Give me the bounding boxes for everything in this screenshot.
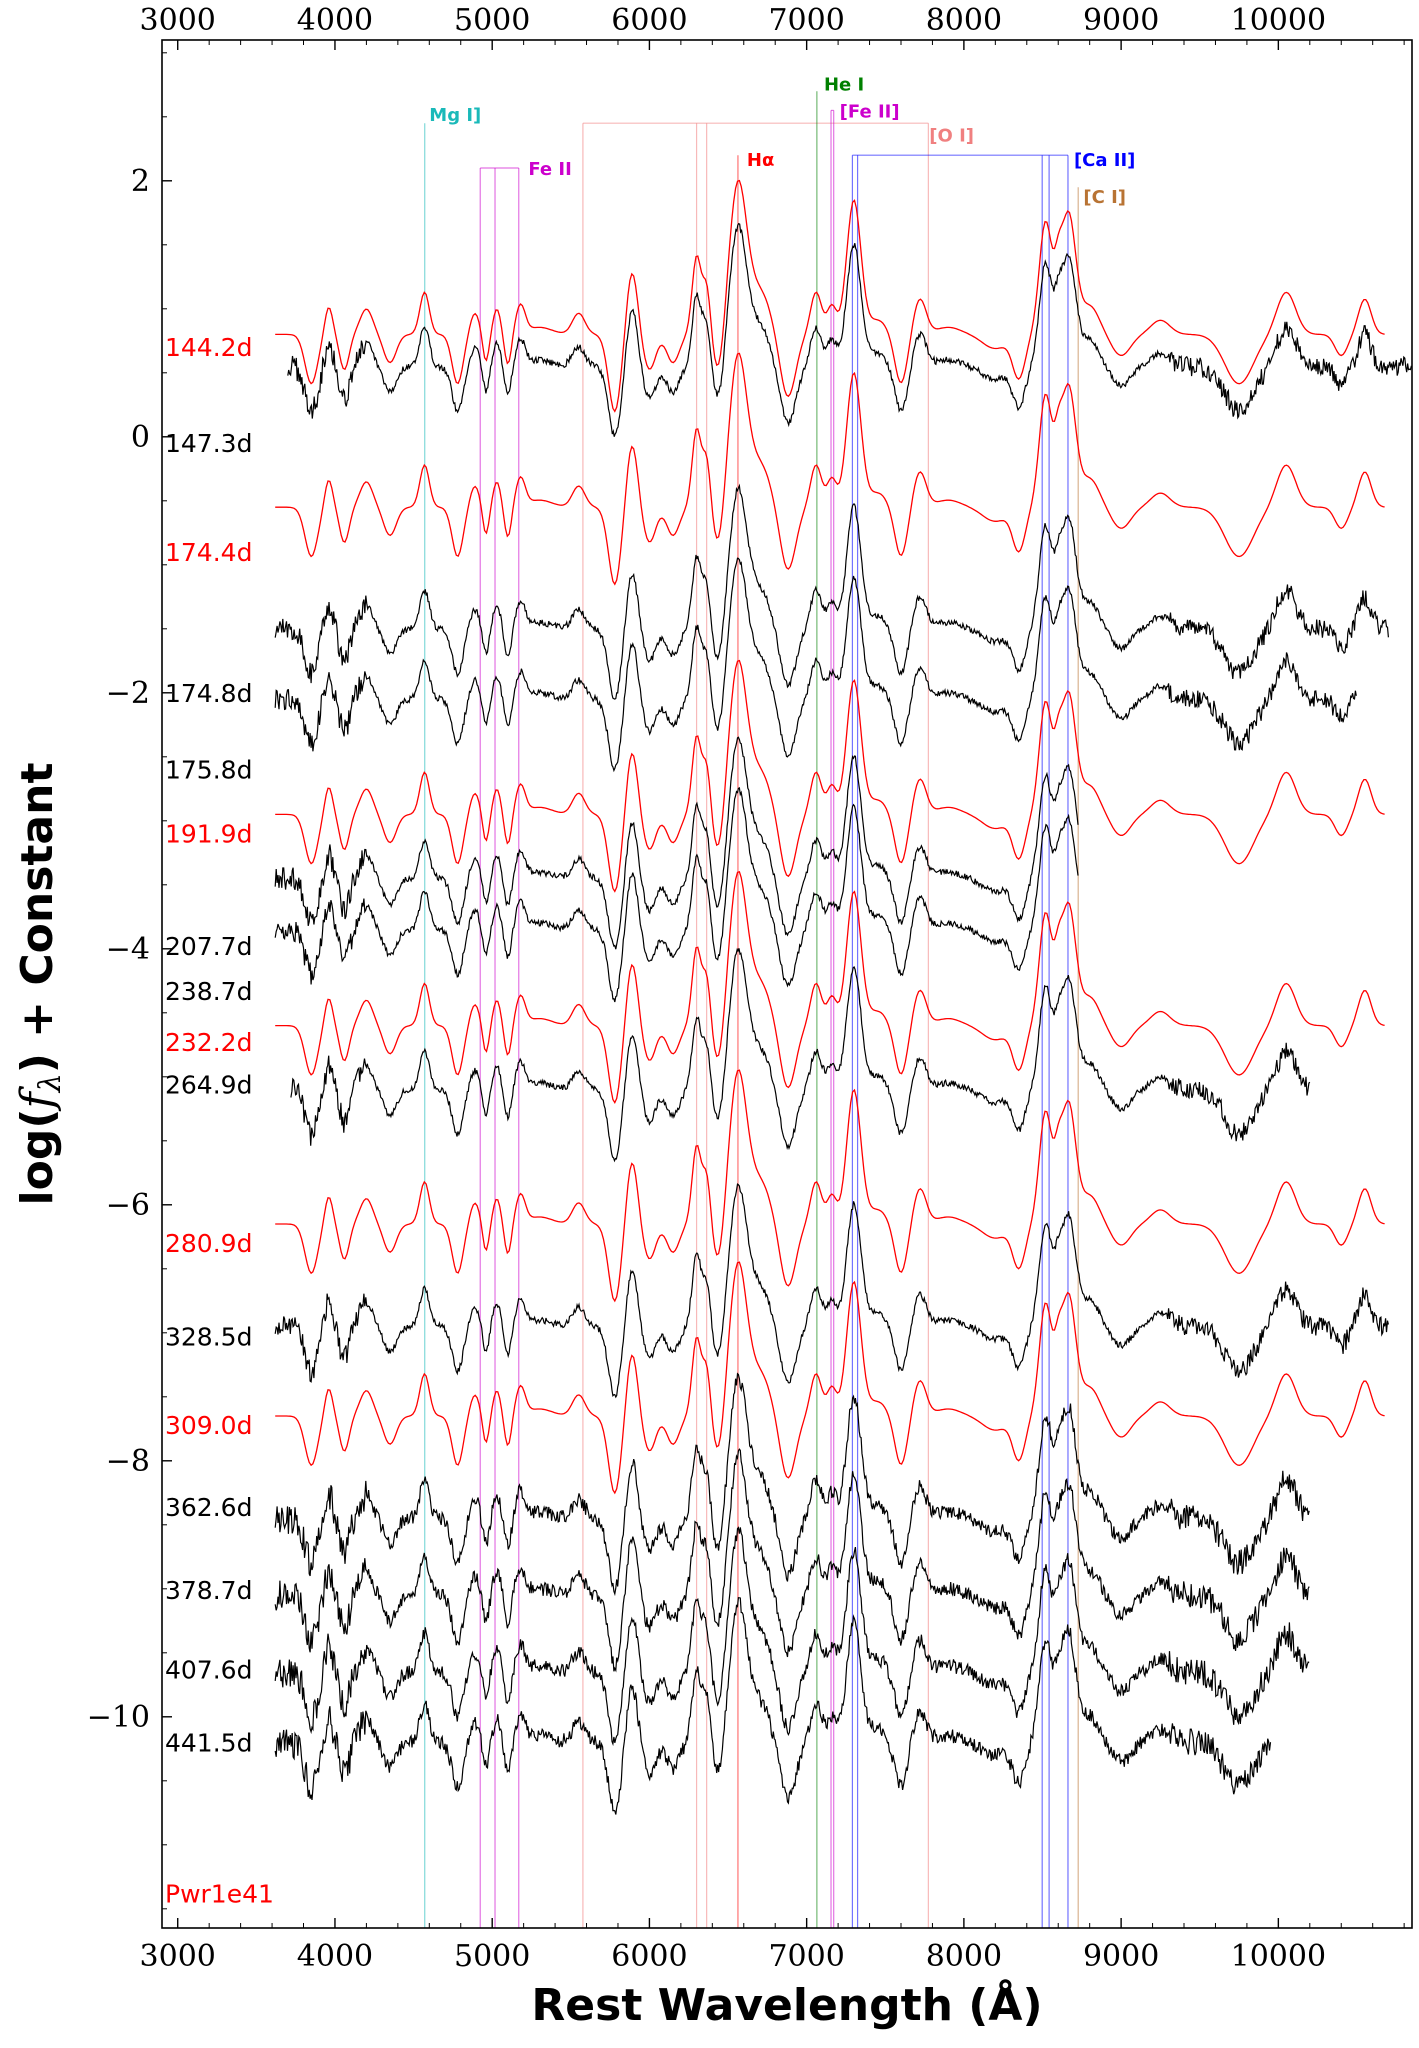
x-tick-label-bottom: 6000: [611, 1939, 687, 1974]
spectrum-280.9d: [275, 1069, 1385, 1303]
line-id-label: [O I]: [929, 126, 974, 147]
line-id-label: He I: [824, 75, 864, 96]
spectrum-label: 264.9d: [165, 1070, 252, 1099]
x-tick-label-top: 9000: [1083, 3, 1159, 38]
spectrum-407.6d: [274, 1526, 1310, 1747]
spectrum-441.5d: [274, 1597, 1272, 1815]
spectrum-label: 280.9d: [165, 1229, 252, 1258]
y-axis-label: log(fλ) + Constant: [12, 763, 68, 1206]
model-legend-label: Pwr1e41: [165, 1879, 274, 1908]
x-tick-label-top: 7000: [768, 3, 844, 38]
line-id-label: [Fe II]: [840, 101, 900, 122]
y-axis-label-suffix: ) + Constant: [12, 763, 63, 1074]
spectrum-174.8d: [274, 483, 1389, 700]
spectrum-label: 174.4d: [165, 538, 252, 567]
spectrum-label: 174.8d: [165, 679, 252, 708]
line-id-label: Mg I]: [429, 105, 481, 126]
spectrum-label: 232.2d: [165, 1028, 252, 1057]
x-tick-label-top: 4000: [297, 3, 373, 38]
spectrum-362.6d: [274, 1372, 1310, 1597]
spectrum-191.9d: [275, 659, 1385, 893]
spectrum-378.7d: [274, 1448, 1310, 1673]
x-tick-label-top: 8000: [926, 3, 1002, 38]
spectrum-144.2d: [275, 179, 1385, 413]
y-tick-label: −8: [106, 1444, 150, 1479]
spectrum-309.0d: [275, 1261, 1385, 1495]
y-tick-label: −4: [106, 932, 150, 967]
x-tick-label-top: 5000: [454, 3, 530, 38]
spectrum-label-layer: 144.2d 147.3d 174.4d 174.8d 175.8d 191.9d 207.…: [165, 333, 252, 1757]
y-axis-label-prefix: log(: [12, 1109, 63, 1206]
plot-frame: [161, 39, 1413, 1929]
line-id-label: [C I]: [1083, 187, 1126, 208]
y-tick-label: −6: [106, 1188, 150, 1223]
x-tick-label-bottom: 3000: [140, 1939, 216, 1974]
spectrum-label: 378.7d: [165, 1576, 252, 1605]
y-tick-label: 2: [131, 164, 150, 199]
spectrum-label: 191.9d: [165, 820, 252, 849]
spectrum-label: 207.7d: [165, 932, 252, 961]
x-tick-label-bottom: 5000: [454, 1939, 530, 1974]
x-tick-label-bottom: 9000: [1083, 1939, 1159, 1974]
x-tick-label-top: 3000: [140, 3, 216, 38]
spectrum-207.7d: [274, 736, 1079, 950]
spectrum-label: 147.3d: [165, 429, 252, 458]
axes: 3000 3000 4000 4000 5000 5000 6000 6000 7000 7000…: [87, 3, 1413, 1974]
spectrum-label: 175.8d: [165, 756, 252, 785]
spectrum-label: 441.5d: [165, 1728, 252, 1757]
line-id-label: Fe II: [528, 159, 571, 180]
spectrum-label: 309.0d: [165, 1411, 252, 1440]
spectrum-label: 238.7d: [165, 977, 252, 1006]
spectrum-147.3d: [287, 222, 1412, 437]
spectrum-264.9d: [290, 947, 1311, 1163]
x-tick-label-bottom: 4000: [297, 1939, 373, 1974]
y-tick-label: −2: [106, 676, 150, 711]
spectrum-174.4d: [275, 352, 1385, 586]
line-identification-layer: Mg I] Fe II [O I] Hα He I [Fe II] [Ca II] [C I]: [424, 75, 1135, 1928]
y-tick-label: 0: [131, 420, 150, 455]
y-axis-label-lambda: λ: [33, 1073, 68, 1093]
line-id-label: Hα: [747, 150, 774, 171]
x-axis-label: Rest Wavelength (Å): [531, 1978, 1042, 2031]
spectrum-328.5d: [274, 1183, 1389, 1399]
spectra-series-layer: [274, 179, 1412, 1815]
spectrum-175.8d: [274, 557, 1357, 773]
x-tick-label-bottom: 10000: [1231, 1939, 1326, 1974]
spectrum-label: 144.2d: [165, 333, 252, 362]
x-tick-label-bottom: 8000: [926, 1939, 1002, 1974]
spectrum-238.7d: [274, 786, 1079, 1003]
spectrum-label: 328.5d: [165, 1323, 252, 1352]
spectrum-label: 362.6d: [165, 1493, 252, 1522]
x-tick-label-bottom: 7000: [768, 1939, 844, 1974]
y-tick-label: −10: [87, 1700, 150, 1735]
spectrum-232.2d: [275, 870, 1385, 1104]
x-tick-label-top: 10000: [1231, 3, 1326, 38]
spectrum-label: 407.6d: [165, 1655, 252, 1684]
x-tick-label-top: 6000: [611, 3, 687, 38]
line-id-label: [Ca II]: [1074, 150, 1135, 171]
